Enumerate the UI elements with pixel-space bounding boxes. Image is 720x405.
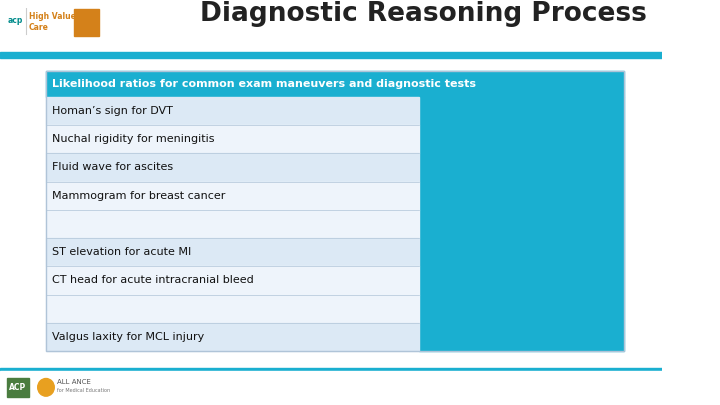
Bar [46, 323, 418, 351]
Text: ACP: ACP [9, 383, 27, 392]
Bar [7, 377, 30, 397]
Bar [46, 153, 418, 181]
Bar [46, 97, 418, 125]
Text: CT head for acute intracranial bleed: CT head for acute intracranial bleed [53, 275, 254, 286]
Bar [46, 71, 624, 351]
Text: ALL ANCE: ALL ANCE [57, 379, 91, 386]
Text: Mammogram for breast cancer: Mammogram for breast cancer [53, 191, 226, 201]
Bar [46, 238, 418, 266]
Bar [73, 9, 99, 36]
Circle shape [37, 379, 54, 396]
Bar [0, 371, 662, 405]
Text: Fluid wave for ascites: Fluid wave for ascites [53, 162, 174, 173]
Text: Valgus laxity for MCL injury: Valgus laxity for MCL injury [53, 332, 204, 342]
Text: acp: acp [7, 16, 23, 25]
Bar [418, 97, 624, 351]
Bar [46, 181, 418, 210]
Bar [46, 71, 624, 97]
Bar [46, 266, 418, 294]
Text: Nuchal rigidity for meningitis: Nuchal rigidity for meningitis [53, 134, 215, 144]
Text: for Medical Education: for Medical Education [57, 388, 110, 393]
Text: ST elevation for acute MI: ST elevation for acute MI [53, 247, 192, 257]
Text: Diagnostic Reasoning Process: Diagnostic Reasoning Process [200, 2, 647, 28]
Text: Likelihood ratios for common exam maneuvers and diagnostic tests: Likelihood ratios for common exam maneuv… [53, 79, 477, 89]
Text: Care: Care [29, 23, 48, 32]
Text: Homan’s sign for DVT: Homan’s sign for DVT [53, 106, 174, 116]
Bar [0, 368, 662, 371]
Bar [46, 210, 418, 238]
Bar [0, 52, 662, 58]
Bar [46, 125, 418, 153]
Bar [0, 8, 662, 52]
Text: High Value: High Value [29, 12, 76, 21]
Bar [46, 294, 418, 323]
